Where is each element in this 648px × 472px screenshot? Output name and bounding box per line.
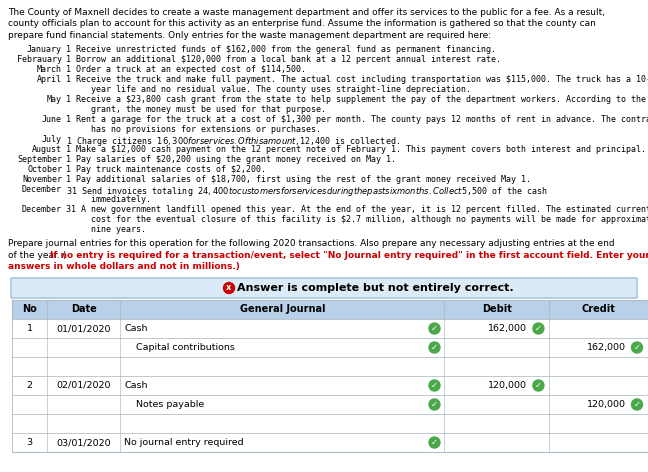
Text: 1 Receive the truck and make full payment. The actual cost including transportat: 1 Receive the truck and make full paymen… — [66, 76, 648, 84]
Text: 01/01/2020: 01/01/2020 — [56, 324, 111, 333]
Text: ✓: ✓ — [634, 400, 640, 409]
Text: 1 Receive unrestricted funds of $162,000 from the general fund as permanent fina: 1 Receive unrestricted funds of $162,000… — [66, 45, 496, 54]
Text: If no entry is required for a transaction/event, select "No Journal entry requir: If no entry is required for a transactio… — [50, 251, 648, 260]
Text: The County of Maxnell decides to create a waste management department and offer : The County of Maxnell decides to create … — [8, 8, 605, 17]
Circle shape — [632, 342, 643, 353]
Text: No journal entry required: No journal entry required — [124, 438, 244, 447]
Text: Credit: Credit — [582, 304, 616, 314]
Text: Febrauary: Febrauary — [17, 56, 62, 65]
FancyBboxPatch shape — [12, 376, 648, 395]
Text: 02/01/2020: 02/01/2020 — [56, 381, 111, 390]
Text: ✓: ✓ — [431, 381, 438, 390]
Text: December: December — [22, 185, 62, 194]
Circle shape — [533, 323, 544, 334]
Text: grant, the money must be used for that purpose.: grant, the money must be used for that p… — [66, 106, 326, 115]
Text: ✓: ✓ — [431, 438, 438, 447]
Text: Date: Date — [71, 304, 97, 314]
FancyBboxPatch shape — [12, 395, 648, 414]
Text: October: October — [27, 166, 62, 175]
Text: nine years.: nine years. — [66, 226, 146, 235]
Text: Answer is complete but not entirely correct.: Answer is complete but not entirely corr… — [237, 283, 514, 293]
Text: November: November — [22, 176, 62, 185]
FancyBboxPatch shape — [12, 414, 648, 433]
Text: January: January — [27, 45, 62, 54]
Text: 1: 1 — [27, 324, 32, 333]
Text: 1 Order a truck at an expected cost of $114,500.: 1 Order a truck at an expected cost of $… — [66, 66, 306, 75]
Text: 1 Pay truck maintenance costs of $2,200.: 1 Pay truck maintenance costs of $2,200. — [66, 166, 266, 175]
Text: Capital contributions: Capital contributions — [136, 343, 235, 352]
Text: General Journal: General Journal — [240, 304, 325, 314]
Text: April: April — [37, 76, 62, 84]
Text: cost for the eventual closure of this facility is $2.7 million, although no paym: cost for the eventual closure of this fa… — [66, 216, 648, 225]
Circle shape — [533, 380, 544, 391]
FancyBboxPatch shape — [12, 300, 648, 319]
Text: ✓: ✓ — [535, 324, 542, 333]
Text: ✓: ✓ — [535, 381, 542, 390]
Circle shape — [429, 342, 440, 353]
Text: 31 A new government landfill opened this year. At the end of the year, it is 12 : 31 A new government landfill opened this… — [66, 205, 648, 214]
Text: 1 Charge citizens $16,300 for services. Of this amount, $12,400 is collected.: 1 Charge citizens $16,300 for services. … — [66, 135, 400, 149]
Text: 120,000: 120,000 — [587, 400, 626, 409]
Circle shape — [429, 399, 440, 410]
Text: 162,000: 162,000 — [489, 324, 527, 333]
Circle shape — [429, 323, 440, 334]
Text: immediately.: immediately. — [66, 195, 151, 204]
Text: x: x — [226, 284, 232, 293]
Text: of the year. (: of the year. ( — [8, 251, 66, 260]
Text: 3: 3 — [27, 438, 32, 447]
Text: 1 Receive a $23,800 cash grant from the state to help supplement the pay of the : 1 Receive a $23,800 cash grant from the … — [66, 95, 646, 104]
Text: September: September — [17, 155, 62, 165]
Text: ✓: ✓ — [431, 400, 438, 409]
FancyBboxPatch shape — [12, 433, 648, 452]
Text: county officials plan to account for this activity as an enterprise fund. Assume: county officials plan to account for thi… — [8, 19, 596, 28]
Text: Prepare journal entries for this operation for the following 2020 transactions. : Prepare journal entries for this operati… — [8, 239, 614, 248]
Text: December: December — [22, 205, 62, 214]
Text: 162,000: 162,000 — [587, 343, 626, 352]
Text: Cash: Cash — [124, 381, 148, 390]
Text: 03/01/2020: 03/01/2020 — [56, 438, 111, 447]
Text: 120,000: 120,000 — [489, 381, 527, 390]
Text: May: May — [47, 95, 62, 104]
Text: 2: 2 — [27, 381, 32, 390]
Text: August: August — [32, 145, 62, 154]
Text: answers in whole dollars and not in millions.): answers in whole dollars and not in mill… — [8, 262, 240, 271]
Text: Debit: Debit — [482, 304, 512, 314]
Text: 1 Rent a garage for the truck at a cost of $1,300 per month. The county pays 12 : 1 Rent a garage for the truck at a cost … — [66, 116, 648, 125]
Text: 1 Pay salaries of $20,200 using the grant money received on May 1.: 1 Pay salaries of $20,200 using the gran… — [66, 155, 396, 165]
Text: Cash: Cash — [124, 324, 148, 333]
Text: July: July — [42, 135, 62, 144]
Text: 1 Make a $12,000 cash payment on the 12 percent note of February 1. This payment: 1 Make a $12,000 cash payment on the 12 … — [66, 145, 646, 154]
Text: ✓: ✓ — [431, 324, 438, 333]
FancyBboxPatch shape — [12, 357, 648, 376]
Text: ✓: ✓ — [634, 343, 640, 352]
Text: has no provisions for extensions or purchases.: has no provisions for extensions or purc… — [66, 126, 321, 135]
Text: June: June — [42, 116, 62, 125]
Circle shape — [429, 380, 440, 391]
Circle shape — [224, 283, 235, 294]
Text: ✓: ✓ — [431, 343, 438, 352]
Circle shape — [632, 399, 643, 410]
Text: March: March — [37, 66, 62, 75]
Circle shape — [429, 437, 440, 448]
Text: 1 Pay additional salaries of $18,700, first using the rest of the grant money re: 1 Pay additional salaries of $18,700, fi… — [66, 176, 531, 185]
Text: No: No — [22, 304, 37, 314]
FancyBboxPatch shape — [11, 278, 637, 298]
Text: 1 Borrow an additional $120,000 from a local bank at a 12 percent annual interes: 1 Borrow an additional $120,000 from a l… — [66, 56, 501, 65]
FancyBboxPatch shape — [12, 319, 648, 338]
Text: 31 Send invoices totaling $24,400 to customers for services during the past six : 31 Send invoices totaling $24,400 to cus… — [66, 185, 548, 199]
Text: year life and no residual value. The county uses straight-line depreciation.: year life and no residual value. The cou… — [66, 85, 471, 94]
FancyBboxPatch shape — [12, 338, 648, 357]
Text: prepare fund financial statements. Only entries for the waste management departm: prepare fund financial statements. Only … — [8, 31, 491, 40]
Text: Notes payable: Notes payable — [136, 400, 204, 409]
